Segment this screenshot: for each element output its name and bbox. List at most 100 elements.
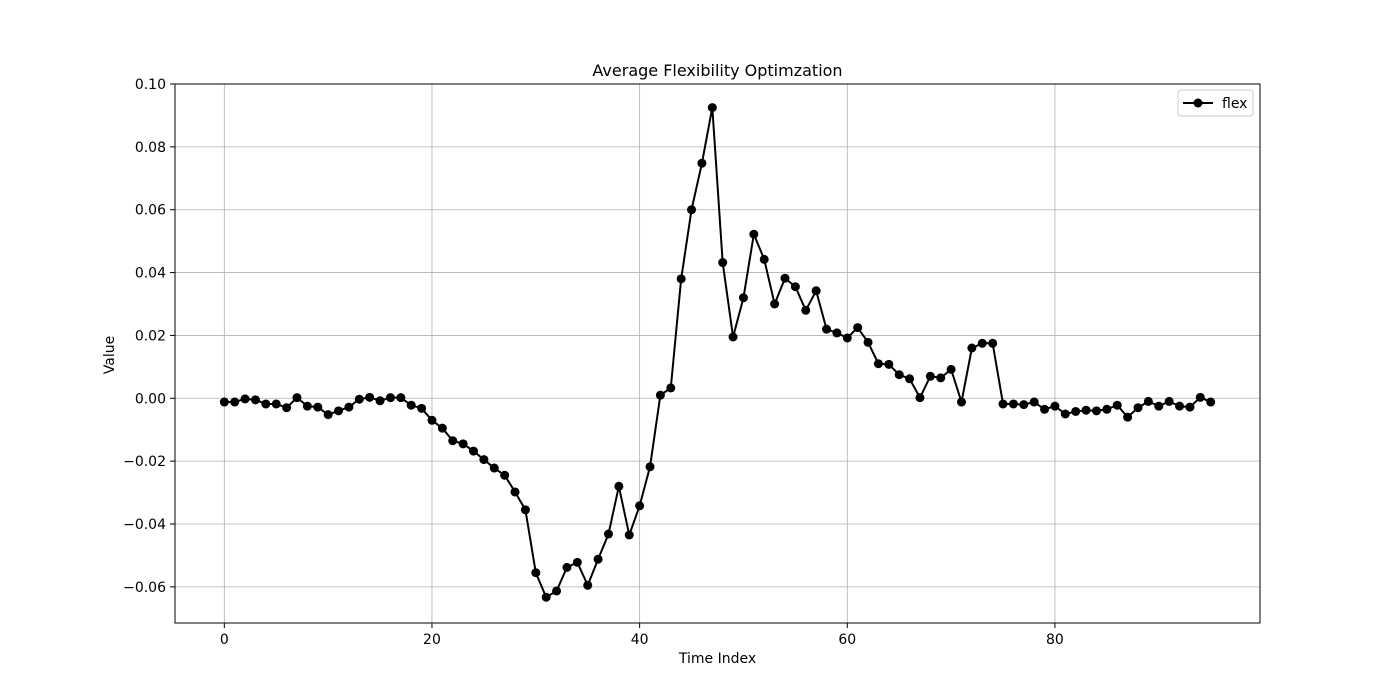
data-point [614,481,624,491]
data-point [718,258,728,268]
data-point [448,436,458,446]
data-point [271,399,281,409]
legend-frame [1177,89,1254,117]
data-point [292,393,302,403]
data-point [946,364,956,374]
data-point [894,370,904,380]
legend-marker-swatch [1193,98,1203,108]
data-point [790,282,800,292]
data-point [541,592,551,602]
data-point [1206,397,1216,407]
data-point [1029,397,1039,407]
data-point [749,229,759,239]
y-tick-label: 0.10 [135,77,166,93]
data-point [531,568,541,578]
data-point [230,397,240,407]
data-point [1050,401,1060,411]
data-point [1123,412,1133,422]
data-point [738,293,748,303]
data-point [1102,404,1112,414]
data-point [863,337,873,347]
data-point [1071,406,1081,416]
data-point [811,286,821,296]
y-tick-label: −0.02 [123,454,166,470]
data-point [1060,409,1070,419]
y-tick-label: 0.08 [135,140,166,156]
data-point [302,401,312,411]
data-point [655,390,665,400]
y-tick-label: 0.00 [135,391,166,407]
data-point [250,395,260,405]
data-point [998,399,1008,409]
data-point [832,328,842,338]
data-point [853,323,863,333]
x-tick-label: 60 [838,632,856,648]
data-point [365,392,375,402]
data-point [1164,396,1174,406]
data-point [552,586,562,596]
data-point [344,402,354,412]
data-point [572,557,582,567]
data-point [479,455,489,465]
data-point [417,403,427,413]
data-point [988,338,998,348]
data-point [873,359,883,369]
data-point [635,501,645,511]
data-point [1143,396,1153,406]
y-tick-label: −0.04 [123,517,166,533]
data-point [396,393,406,403]
data-point [593,554,603,564]
data-point [666,383,676,393]
data-point [1133,403,1143,413]
data-point [956,397,966,407]
data-point [458,439,468,449]
data-point [437,423,447,433]
data-point [915,393,925,403]
data-point [842,333,852,343]
series-layer [219,103,1216,602]
data-point [977,338,987,348]
legend-label-flex: flex [1222,96,1247,112]
data-point [520,505,530,515]
data-point [219,397,229,407]
data-point [323,410,333,420]
data-point [728,332,738,342]
data-point [583,580,593,590]
data-point [1008,399,1018,409]
y-tick-label: 0.06 [135,203,166,219]
axis-ticks: 0 20 40 60 80 0.10 0.08 0.06 0.04 0.02 0.00 −0.02 −0… [123,77,1064,648]
data-point [905,374,915,384]
y-axis-label: Value [102,336,118,374]
y-tick-label: −0.06 [123,580,166,596]
data-point [936,373,946,383]
plot-area-frame [174,83,1261,624]
data-point [375,396,385,406]
y-tick-label: 0.02 [135,328,166,344]
data-point [759,254,769,264]
x-tick-label: 20 [423,632,441,648]
data-point [510,487,520,497]
data-point [822,324,832,334]
x-tick-label: 40 [631,632,649,648]
data-point [469,446,479,456]
data-point [489,463,499,473]
legend: flex [1177,89,1254,117]
chart-title: Average Flexibility Optimzation [592,61,842,80]
data-point [334,406,344,416]
data-point [1185,402,1195,412]
data-point [780,273,790,283]
data-point [645,462,655,472]
data-point [770,299,780,309]
data-point [261,399,271,409]
grid-lines [175,83,1260,623]
data-point [313,402,323,412]
data-point [406,400,416,410]
data-point [354,394,364,404]
data-point [967,343,977,353]
data-point [1091,406,1101,416]
data-point [697,158,707,168]
data-point [676,274,686,284]
data-point [1040,404,1050,414]
